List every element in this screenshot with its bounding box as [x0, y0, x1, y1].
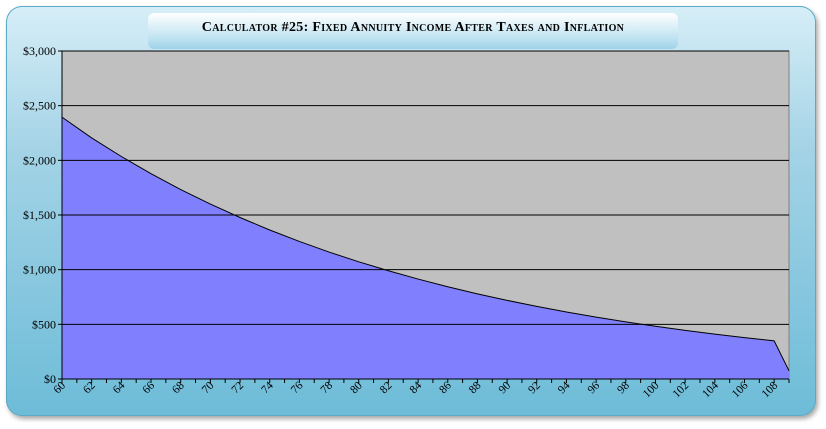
x-tick-label: 86	[437, 379, 454, 396]
x-tick-label: 68	[170, 379, 187, 396]
x-tick-label: 98	[615, 379, 632, 396]
y-tick-label: $0	[44, 372, 56, 386]
x-tick-label: 78	[319, 379, 336, 396]
x-tick-label: 100	[641, 379, 662, 400]
x-tick-label: 72	[230, 379, 247, 396]
x-tick-label: 64	[111, 379, 128, 396]
x-tick-label: 96	[586, 379, 603, 396]
x-tick-label: 82	[378, 379, 395, 396]
area-series-fill	[62, 117, 789, 379]
y-tick-label: $500	[32, 317, 56, 331]
y-tick-label: $1,000	[23, 263, 56, 277]
y-tick-label: $3,000	[23, 44, 56, 58]
y-tick-label: $2,500	[23, 99, 56, 113]
x-tick-label: 92	[526, 379, 543, 396]
area-series-line	[61, 116, 790, 372]
x-tick-label: 70	[200, 379, 217, 396]
x-tick-label: 108	[760, 379, 781, 400]
x-tick-label: 106	[730, 379, 751, 400]
x-tick-label: 62	[81, 379, 98, 396]
x-tick-label: 66	[141, 379, 158, 396]
y-tick-label: $1,500	[23, 208, 56, 222]
x-tick-label: 90	[497, 379, 514, 396]
x-tick-label: 76	[289, 379, 306, 396]
y-tick-label: $2,000	[23, 153, 56, 167]
x-tick-label: 74	[259, 379, 276, 396]
x-tick-label: 104	[700, 379, 721, 400]
x-tick-label: 88	[467, 379, 484, 396]
title-banner	[148, 13, 678, 49]
x-tick-label: 102	[671, 379, 692, 400]
chart-title: Calculator #25: Fixed Annuity Income Aft…	[201, 20, 625, 35]
x-tick-label: 94	[556, 379, 573, 396]
x-tick-label: 80	[348, 379, 365, 396]
x-tick-label: 84	[408, 379, 425, 396]
